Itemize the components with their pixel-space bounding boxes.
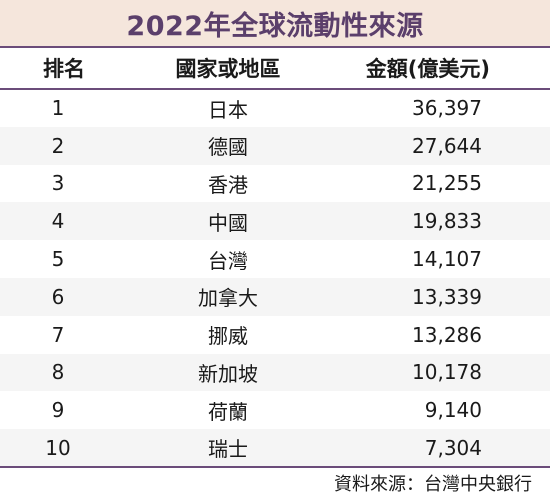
amount-cell: 10,178 — [412, 360, 482, 385]
amount-cell: 14,107 — [412, 247, 482, 272]
country-cell: 加拿大 — [198, 286, 258, 311]
table-row: 10 瑞士 7,304 — [0, 429, 550, 467]
amount-cell: 19,833 — [412, 209, 482, 234]
country-cell: 香港 — [208, 172, 248, 197]
amount-cell: 7,304 — [424, 435, 482, 460]
rank-cell: 1 — [51, 96, 65, 121]
liquidity-table: 排名 國家或地區 金額(億美元) 1 日本 36,397 2 德國 27,644… — [0, 48, 550, 468]
table-row: 6 加拿大 13,339 — [0, 277, 550, 316]
table-row: 3 香港 21,255 — [0, 165, 550, 203]
rank-cell: 9 — [51, 398, 65, 423]
rank-cell: 2 — [51, 133, 65, 158]
amount-cell: 27,644 — [412, 133, 482, 158]
rank-cell: 7 — [51, 322, 65, 347]
amount-cell: 21,255 — [412, 171, 482, 196]
amount-cell: 13,286 — [412, 322, 482, 347]
table-row: 1 日本 36,397 — [0, 89, 550, 127]
country-cell: 日本 — [208, 97, 248, 122]
rank-cell: 6 — [51, 284, 65, 309]
amount-cell: 36,397 — [412, 96, 482, 121]
source-note: 資料來源：台灣中央銀行 — [334, 474, 532, 495]
country-cell: 荷蘭 — [208, 399, 248, 424]
country-cell: 瑞士 — [208, 437, 248, 462]
rank-cell: 8 — [51, 360, 65, 385]
rank-cell: 3 — [51, 171, 65, 196]
table-row: 2 德國 27,644 — [0, 126, 550, 165]
table-row: 5 台灣 14,107 — [0, 240, 550, 278]
table-header-row: 排名 國家或地區 金額(億美元) — [0, 48, 550, 89]
page-title: 2022年全球流動性來源 — [126, 10, 424, 42]
country-cell: 德國 — [208, 135, 248, 160]
table-row: 9 荷蘭 9,140 — [0, 391, 550, 429]
table-row: 7 挪威 13,286 — [0, 316, 550, 354]
table-row: 4 中國 19,833 — [0, 202, 550, 241]
country-cell: 台灣 — [208, 248, 248, 273]
rank-cell: 4 — [51, 209, 65, 234]
title-bar: 2022年全球流動性來源 — [0, 0, 550, 48]
amount-cell: 9,140 — [424, 398, 482, 423]
header-country: 國家或地區 — [175, 57, 281, 81]
amount-cell: 13,339 — [412, 284, 482, 309]
rank-cell: 5 — [51, 247, 65, 272]
country-cell: 新加坡 — [198, 361, 258, 386]
rank-cell: 10 — [45, 435, 71, 460]
country-cell: 中國 — [208, 210, 248, 235]
header-rank: 排名 — [43, 57, 85, 81]
table-row: 8 新加坡 10,178 — [0, 353, 550, 392]
country-cell: 挪威 — [208, 324, 248, 349]
header-amount: 金額(億美元) — [365, 57, 490, 81]
